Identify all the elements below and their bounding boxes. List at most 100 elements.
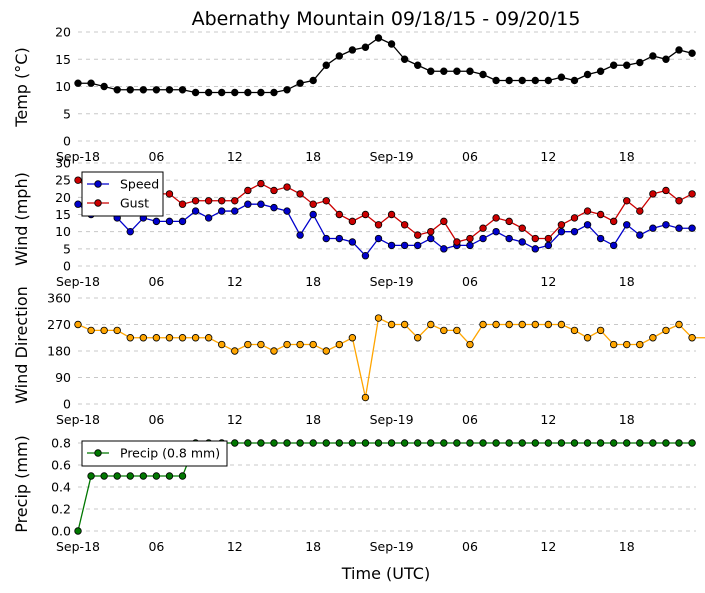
data-point (609, 61, 618, 69)
y-tick-label: 0 (63, 259, 71, 274)
data-point (152, 86, 161, 94)
data-point (531, 245, 539, 253)
data-point (427, 320, 435, 329)
data-point (596, 67, 605, 75)
data-point (322, 61, 330, 69)
y-tick-label: 90 (55, 370, 71, 385)
data-point (204, 197, 213, 205)
data-point (623, 439, 631, 447)
y-tick-label: 30 (55, 156, 71, 171)
data-point (283, 340, 291, 349)
data-point (309, 76, 317, 85)
data-point (688, 190, 696, 198)
x-tick-label: Sep-18 (56, 412, 100, 427)
y-tick-label: 270 (47, 317, 71, 332)
legend-box (81, 171, 164, 217)
y-tick-label: 0.0 (51, 524, 71, 539)
x-tick-label: 18 (305, 412, 321, 427)
data-point (400, 439, 409, 447)
data-point (570, 214, 579, 222)
data-point (126, 86, 134, 94)
figure-title: Abernathy Mountain 09/18/15 - 09/20/15 (192, 8, 581, 30)
y-tick-label: 20 (55, 190, 71, 205)
x-tick-label: 18 (305, 149, 321, 164)
legend-label: Speed (120, 177, 159, 192)
y-axis-label: Wind Direction (12, 286, 31, 404)
data-point (335, 52, 344, 60)
data-point (440, 67, 448, 75)
x-tick-label: 18 (619, 274, 635, 289)
data-point (296, 79, 304, 87)
data-point (231, 207, 239, 215)
data-point (518, 76, 526, 85)
data-point (244, 88, 252, 97)
x-tick-label: 12 (540, 274, 556, 289)
x-tick-label: 12 (227, 539, 243, 554)
data-point (139, 334, 148, 342)
data-point (557, 320, 566, 329)
data-point (427, 227, 435, 236)
x-tick-label: 06 (148, 274, 164, 289)
data-point (675, 320, 683, 329)
x-tick-label: 18 (619, 539, 635, 554)
data-point (688, 439, 696, 447)
data-point (231, 439, 239, 447)
data-point (348, 46, 357, 54)
data-point (74, 79, 82, 87)
legend-label: Precip (0.8 mm) (120, 446, 220, 461)
y-tick-label: 360 (47, 291, 71, 306)
data-point (531, 76, 539, 85)
data-point (270, 439, 278, 447)
data-point (492, 76, 500, 85)
data-point (649, 439, 657, 447)
data-point (74, 200, 82, 208)
x-axis-title: Time (UTC) (341, 564, 430, 583)
data-point (440, 217, 448, 226)
data-point (244, 200, 252, 208)
data-point (165, 334, 174, 342)
data-point (191, 207, 200, 215)
data-point (113, 326, 121, 335)
data-point (492, 320, 500, 329)
data-point (74, 176, 82, 184)
x-tick-label: 12 (227, 149, 243, 164)
data-point (165, 86, 174, 94)
y-tick-label: 10 (55, 79, 71, 94)
data-point (505, 76, 513, 85)
data-point (100, 472, 108, 480)
y-tick-label: 10 (55, 224, 71, 239)
data-point (557, 73, 566, 81)
data-point (348, 439, 357, 447)
data-point (440, 326, 448, 335)
series-line (78, 37, 693, 94)
data-point (453, 238, 461, 246)
data-point (87, 326, 95, 335)
data-point (296, 439, 304, 447)
data-point (609, 340, 618, 349)
data-point (309, 200, 317, 208)
data-point (218, 88, 226, 97)
y-axis-label: Precip (mm) (12, 435, 31, 533)
data-point (453, 326, 461, 335)
data-point (479, 70, 487, 79)
data-point (662, 326, 670, 335)
y-tick-label: 15 (55, 52, 71, 67)
data-point (570, 439, 579, 447)
legend-marker (94, 199, 102, 207)
data-point (400, 221, 409, 229)
y-tick-label: 180 (47, 344, 71, 359)
data-point (387, 439, 396, 447)
data-point (479, 234, 487, 243)
data-point (688, 49, 696, 57)
data-point (165, 217, 174, 226)
data-point (544, 234, 553, 243)
data-point (283, 439, 291, 447)
data-point (374, 221, 383, 229)
y-axis-label: Temp (°C) (12, 47, 31, 127)
data-point (204, 334, 213, 342)
data-point (518, 238, 526, 246)
data-point (335, 340, 344, 349)
data-point (557, 227, 566, 236)
data-point (518, 320, 526, 329)
data-point (636, 207, 644, 215)
